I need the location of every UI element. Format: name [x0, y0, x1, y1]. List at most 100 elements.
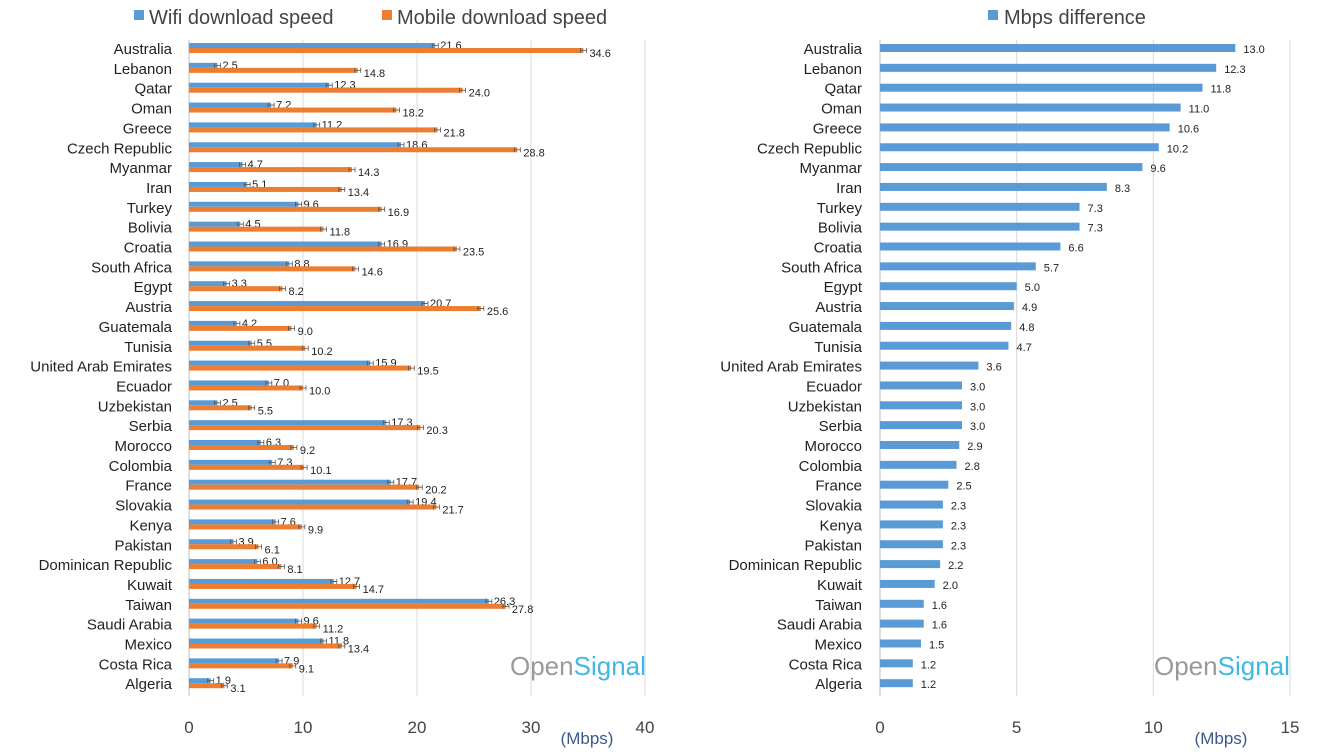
x-tick-20: 20	[408, 718, 427, 737]
bar-difference-united-arab-emirates	[880, 361, 979, 370]
label-mobile-mexico: 13.4	[348, 644, 369, 656]
errorbar-mobile	[220, 683, 228, 689]
errorbar-mobile	[348, 167, 356, 173]
bar-mobile-mexico	[189, 643, 342, 649]
category-label: Lebanon	[804, 61, 862, 78]
category-label: United Arab Emirates	[720, 359, 862, 376]
category-label: Slovakia	[115, 498, 172, 515]
bar-wifi-slovakia	[189, 499, 411, 505]
row-australia: Australia 13.0	[804, 41, 1265, 58]
errorbar-mobile	[393, 107, 400, 113]
errorbar-mobile	[338, 186, 346, 192]
category-label: Kenya	[819, 517, 862, 534]
bar-difference-croatia	[880, 242, 1061, 251]
errorbar-mobile	[277, 564, 285, 570]
errorbar-mobile	[313, 623, 321, 629]
category-label: Saudi Arabia	[777, 617, 863, 634]
category-label: Iran	[146, 180, 172, 197]
category-label: Algeria	[815, 676, 862, 693]
bar-mobile-czech-republic	[189, 147, 518, 153]
label-mobile-colombia: 10.1	[310, 465, 331, 477]
category-label: Serbia	[129, 418, 173, 435]
bar-wifi-iran	[189, 181, 248, 187]
row-colombia: Colombia 7.310.1	[109, 457, 332, 477]
errorbar-wifi	[236, 221, 244, 227]
row-france: France 2.5	[815, 478, 971, 495]
row-guatemala: Guatemala 4.29.0	[99, 318, 313, 338]
label-mobile-bolivia: 11.8	[330, 227, 351, 239]
x-tick-10: 10	[1144, 718, 1163, 737]
label-mobile-australia: 34.6	[589, 48, 610, 60]
bar-mobile-costa-rica	[189, 663, 293, 669]
bar-mobile-australia	[189, 48, 584, 53]
category-label: Turkey	[817, 200, 863, 217]
errorbar-wifi	[267, 102, 275, 108]
label-mobile-saudi-arabia: 11.2	[323, 624, 344, 636]
category-label: Greece	[813, 120, 862, 137]
row-serbia: Serbia 3.0	[819, 418, 986, 435]
opensignal-logo: OpenSignal	[510, 651, 646, 681]
errorbar-wifi	[243, 181, 251, 187]
category-label: France	[125, 478, 172, 495]
bar-mobile-myanmar	[189, 167, 353, 173]
row-austria: Austria 20.725.6	[125, 298, 508, 318]
bar-difference-austria	[880, 302, 1014, 311]
x-tick-30: 30	[522, 718, 541, 737]
errorbar-mobile	[407, 365, 415, 371]
chart2-legend: Mbps difference	[988, 7, 1146, 29]
category-label: Tunisia	[814, 339, 862, 356]
category-label: Egypt	[134, 279, 173, 296]
label-mobile-egypt: 8.2	[288, 286, 303, 298]
row-turkey: Turkey 7.3	[817, 200, 1103, 217]
difference-chart: Mbps difference 0 5 10 15 (Mbps) Australia 13.0…	[720, 7, 1299, 748]
errorbar-mobile	[299, 385, 307, 391]
bar-difference-morocco	[880, 441, 960, 449]
bar-wifi-egypt	[189, 281, 227, 287]
bar-wifi-united-arab-emirates	[189, 360, 371, 366]
row-ecuador: Ecuador 3.0	[806, 378, 985, 395]
category-label: Austria	[815, 299, 862, 316]
row-united-arab-emirates: United Arab Emirates 3.6	[720, 359, 1001, 376]
row-pakistan: Pakistan 3.96.1	[114, 536, 279, 556]
category-label: Kuwait	[127, 577, 173, 594]
bar-wifi-costa-rica	[189, 658, 280, 664]
bar-wifi-mexico	[189, 638, 324, 644]
bar-difference-kuwait	[880, 579, 935, 588]
label-difference-lebanon: 12.3	[1224, 64, 1245, 76]
bar-mobile-qatar	[189, 87, 463, 93]
row-guatemala: Guatemala 4.8	[789, 319, 1035, 336]
bar-wifi-saudi-arabia	[189, 618, 299, 624]
bar-mobile-turkey	[189, 206, 382, 212]
x-tick-0: 0	[875, 718, 884, 737]
category-label: Colombia	[799, 458, 863, 475]
row-greece: Greece 10.6	[813, 120, 1199, 137]
category-label: Mexico	[124, 637, 172, 654]
bar-mobile-slovakia	[189, 504, 437, 510]
bar-wifi-bolivia	[189, 221, 241, 227]
label-mobile-serbia: 20.3	[426, 425, 447, 437]
bar-difference-costa-rica	[880, 659, 913, 668]
category-label: Pakistan	[114, 537, 172, 554]
errorbar-mobile	[279, 286, 286, 292]
label-difference-kuwait: 2.0	[943, 580, 958, 592]
errorbar-mobile	[580, 48, 587, 53]
errorbar-mobile	[415, 484, 423, 490]
label-mobile-myanmar: 14.3	[358, 167, 379, 179]
label-mobile-pakistan: 6.1	[265, 544, 280, 556]
x-axis-unit: (Mbps)	[1195, 729, 1248, 748]
row-australia: Australia 21.634.6	[114, 40, 611, 60]
label-mobile-kenya: 9.9	[308, 524, 323, 536]
label-difference-greece: 10.6	[1178, 123, 1199, 135]
label-difference-austria: 4.9	[1022, 302, 1037, 314]
bar-mobile-greece	[189, 127, 438, 133]
errorbar-wifi	[431, 43, 439, 48]
label-mobile-morocco: 9.2	[300, 445, 315, 457]
bar-wifi-guatemala	[189, 320, 237, 326]
bar-difference-france	[880, 480, 949, 489]
bar-difference-turkey	[880, 202, 1080, 211]
bar-mobile-egypt	[189, 286, 283, 292]
bar-difference-serbia	[880, 421, 962, 430]
row-lebanon: Lebanon 2.514.8	[114, 60, 386, 80]
row-saudi-arabia: Saudi Arabia 1.6	[777, 617, 947, 634]
row-colombia: Colombia 2.8	[799, 458, 980, 475]
